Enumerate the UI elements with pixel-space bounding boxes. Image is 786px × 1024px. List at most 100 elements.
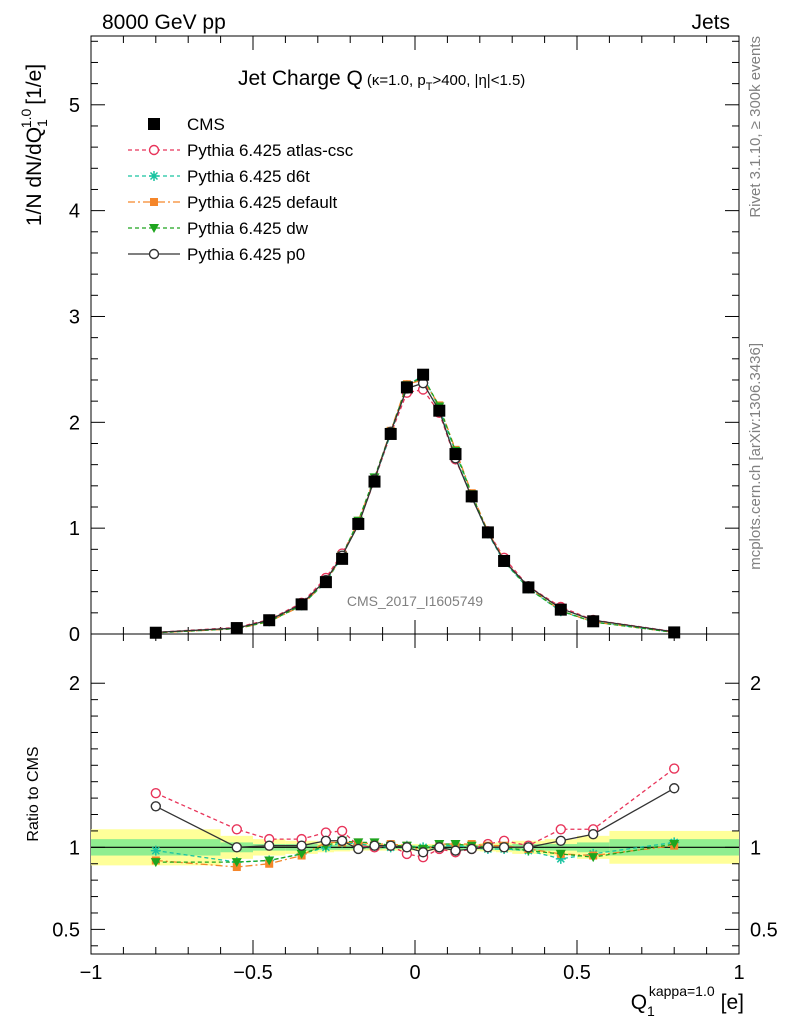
- upper-y-axis-label-superscript: 1.0: [18, 109, 34, 129]
- legend-marker: [148, 248, 160, 260]
- x-axis-label: Q1 kappa=1.0 [e]: [631, 983, 744, 1019]
- ratio-point: [264, 856, 275, 866]
- data-point: [400, 381, 413, 394]
- x-axis-label-subscript: 1: [647, 1003, 655, 1019]
- legend-label: Pythia 6.425 p0: [187, 245, 305, 264]
- x-axis-label-unit: [e]: [721, 991, 744, 1014]
- analysis-watermark: CMS_2017_I1605749: [347, 593, 483, 609]
- ratio-point: [231, 824, 243, 835]
- ratio-point: [369, 840, 380, 851]
- ratio-point: [385, 840, 396, 851]
- lower-frame: [90, 633, 740, 955]
- data-point: [295, 598, 308, 611]
- data-point: [149, 626, 162, 639]
- data-point: [384, 427, 397, 440]
- legend-label: Pythia 6.425 dw: [187, 219, 309, 238]
- upper-y-tick-label: 5: [69, 95, 80, 117]
- ratio-point: [264, 840, 275, 851]
- legend-label: Pythia 6.425 d6t: [187, 167, 310, 186]
- data-point: [668, 626, 681, 639]
- upper-y-tick-label: 3: [69, 306, 80, 328]
- upper-y-axis-label-unit: [1/e]: [23, 64, 46, 105]
- plot-title-subscript: T: [426, 81, 433, 93]
- legend-entry: CMS: [148, 115, 225, 134]
- ratio-point: [450, 840, 461, 850]
- ratio-point: [523, 842, 534, 853]
- lower-y-tick-label-right: 1: [750, 837, 761, 859]
- data-point: [319, 576, 332, 589]
- lower-y-tick-label-right: 0.5: [750, 919, 778, 941]
- lower-ticks: [90, 634, 740, 954]
- ratio-point: [482, 842, 494, 853]
- data-point: [336, 552, 349, 565]
- ratio-point: [669, 763, 680, 774]
- lower-y-tick-label: 0.5: [52, 919, 80, 941]
- ratio-point: [231, 842, 243, 853]
- ratio-series-5: [150, 783, 680, 858]
- ratio-axis-label: Ratio to CMS: [25, 746, 42, 841]
- data-point: [481, 526, 494, 539]
- data-point: [230, 622, 243, 635]
- legend: CMS Pythia 6.425 atlas-csc Pythia 6.425 d6…: [128, 115, 354, 264]
- ratio-point: [498, 842, 510, 853]
- lower-y-tick-label-right: 2: [750, 673, 761, 695]
- upper-y-axis-label-subscript: 1: [34, 119, 50, 127]
- plot-title-main: Jet Charge Q: [238, 67, 363, 90]
- upper-y-tick-label: 0: [69, 624, 80, 646]
- x-axis-label-superscript: kappa=1.0: [649, 983, 715, 999]
- x-axis-label-main: Q: [631, 991, 647, 1014]
- ratio-point: [669, 783, 680, 794]
- data-point: [352, 517, 365, 530]
- ratio-point: [434, 842, 445, 853]
- x-tick-label: −0.5: [233, 962, 272, 984]
- lower-y-tick-labels: 0.5 0.5 1 1 2 2: [52, 673, 778, 941]
- upper-series-0: [149, 368, 681, 639]
- ratio-point: [555, 849, 566, 859]
- plot-title: Jet Charge Q (κ=1.0, pT>400, |η|<1.5): [238, 67, 525, 93]
- ratio-point: [150, 787, 162, 799]
- ratio-panel: 0.5 0.51 12 2 −1 −0.5 0 0.5 1 Ratio to CMS Q1ka…: [25, 633, 778, 1019]
- legend-entry: Pythia 6.425 default: [128, 193, 338, 212]
- upper-y-tick-labels: 0 1 2 3 4 5: [69, 95, 80, 646]
- ratio-point: [353, 843, 364, 855]
- ratio-point: [320, 835, 332, 846]
- data-point: [433, 404, 446, 417]
- ratio-point: [336, 825, 348, 837]
- x-tick-label: 0: [409, 962, 420, 984]
- upper-y-tick-label: 4: [69, 201, 80, 223]
- data-point: [522, 581, 535, 594]
- upper-series: [149, 368, 681, 639]
- rivet-version-label: Rivet 3.1.10, ≥ 300k events: [747, 36, 764, 218]
- legend-marker: [149, 171, 159, 181]
- upper-y-tick-label: 1: [69, 518, 80, 540]
- data-point: [498, 554, 511, 567]
- lower-y-tick-label: 2: [69, 673, 80, 695]
- ratio-point: [353, 838, 364, 848]
- legend-entry: Pythia 6.425 p0: [128, 245, 305, 264]
- ratio-point: [150, 858, 161, 868]
- ratio-point: [417, 847, 429, 858]
- ratio-point: [296, 849, 307, 859]
- ratio-point: [588, 853, 599, 863]
- x-tick-label: −1: [80, 962, 103, 984]
- data-point: [449, 448, 462, 461]
- ratio-point: [588, 829, 599, 840]
- ratio-point: [555, 824, 566, 835]
- legend-label: Pythia 6.425 atlas-csc: [187, 141, 354, 160]
- upper-y-tick-label: 2: [69, 412, 80, 434]
- data-point: [417, 368, 430, 381]
- legend-marker: [150, 198, 158, 206]
- data-point: [554, 603, 567, 616]
- ratio-point: [231, 858, 242, 868]
- legend-marker: [148, 118, 160, 130]
- energy-label: 8000 GeV pp: [102, 11, 226, 34]
- plot-title-rest: >400, |η|<1.5): [432, 72, 525, 89]
- x-tick-label: 0.5: [563, 962, 591, 984]
- data-point: [587, 615, 600, 628]
- ratio-point: [450, 845, 461, 856]
- x-tick-labels: −1 −0.5 0 0.5 1: [80, 962, 745, 984]
- ratio-point: [401, 842, 413, 853]
- legend-entry: Pythia 6.425 dw: [128, 219, 309, 238]
- category-label: Jets: [691, 11, 730, 34]
- legend-label: Pythia 6.425 default: [187, 193, 338, 212]
